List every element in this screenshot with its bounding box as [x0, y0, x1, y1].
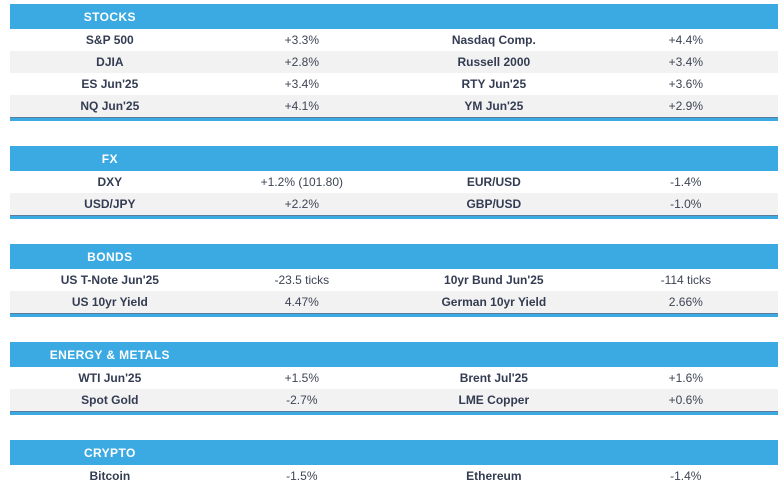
table-row: USD/JPY +2.2% GBP/USD -1.0% — [10, 193, 778, 215]
instrument-name: US 10yr Yield — [71, 295, 148, 309]
instrument-name: Russell 2000 — [457, 55, 531, 69]
instrument-name: S&P 500 — [85, 33, 134, 47]
table-row: Bitcoin -1.5% Ethereum -1.4% — [10, 465, 778, 486]
instrument-name: Ethereum — [466, 469, 522, 483]
section-underline — [10, 411, 778, 415]
instrument-name: Bitcoin — [89, 469, 131, 483]
market-section-fx: FX DXY +1.2% (101.80) EUR/USD -1.4% USD/… — [10, 146, 778, 219]
section-title: CRYPTO — [83, 445, 136, 460]
section-title: BONDS — [87, 249, 133, 264]
instrument-change: +2.8% — [284, 55, 319, 69]
section-header: CRYPTO — [10, 440, 778, 465]
market-section-crypto: CRYPTO Bitcoin -1.5% Ethereum -1.4% — [10, 440, 778, 486]
section-underline — [10, 117, 778, 121]
instrument-name: RTY Jun'25 — [461, 77, 527, 91]
instrument-change: -23.5 ticks — [274, 273, 330, 287]
instrument-name: YM Jun'25 — [464, 99, 524, 113]
market-section-bonds: BONDS US T-Note Jun'25 -23.5 ticks 10yr … — [10, 244, 778, 317]
instrument-change: -114 ticks — [660, 273, 712, 287]
section-header: STOCKS — [10, 4, 778, 29]
table-row: DJIA +2.8% Russell 2000 +3.4% — [10, 51, 778, 73]
instrument-change: +1.2% (101.80) — [260, 175, 344, 189]
instrument-name: ES Jun'25 — [81, 77, 139, 91]
market-summary-table: STOCKS S&P 500 +3.3% Nasdaq Comp. +4.4% … — [10, 4, 778, 486]
instrument-change: +1.5% — [284, 371, 319, 385]
instrument-name: Spot Gold — [81, 393, 139, 407]
instrument-name: WTI Jun'25 — [78, 371, 142, 385]
instrument-change: +0.6% — [668, 393, 703, 407]
instrument-name: GBP/USD — [466, 197, 522, 211]
instrument-name: USD/JPY — [84, 197, 136, 211]
instrument-name: Brent Jul'25 — [459, 371, 528, 385]
section-header: BONDS — [10, 244, 778, 269]
section-rows: S&P 500 +3.3% Nasdaq Comp. +4.4% DJIA +2… — [10, 29, 778, 117]
instrument-change: +4.1% — [284, 99, 319, 113]
instrument-name: EUR/USD — [466, 175, 521, 189]
section-underline — [10, 313, 778, 317]
section-rows: WTI Jun'25 +1.5% Brent Jul'25 +1.6% Spot… — [10, 367, 778, 411]
section-rows: US T-Note Jun'25 -23.5 ticks 10yr Bund J… — [10, 269, 778, 313]
instrument-change: +2.2% — [284, 197, 319, 211]
instrument-name: NQ Jun'25 — [80, 99, 140, 113]
instrument-change: +3.6% — [668, 77, 703, 91]
instrument-change: +2.9% — [668, 99, 703, 113]
instrument-name: LME Copper — [458, 393, 530, 407]
table-row: US 10yr Yield 4.47% German 10yr Yield 2.… — [10, 291, 778, 313]
instrument-change: 2.66% — [668, 295, 703, 309]
table-row: NQ Jun'25 +4.1% YM Jun'25 +2.9% — [10, 95, 778, 117]
section-underline — [10, 215, 778, 219]
instrument-name: Nasdaq Comp. — [451, 33, 536, 47]
market-section-energy-metals: ENERGY & METALS WTI Jun'25 +1.5% Brent J… — [10, 342, 778, 415]
table-row: WTI Jun'25 +1.5% Brent Jul'25 +1.6% — [10, 367, 778, 389]
table-row: ES Jun'25 +3.4% RTY Jun'25 +3.6% — [10, 73, 778, 95]
instrument-change: +4.4% — [668, 33, 703, 47]
section-header: ENERGY & METALS — [10, 342, 778, 367]
instrument-name: German 10yr Yield — [441, 295, 547, 309]
table-row: DXY +1.2% (101.80) EUR/USD -1.4% — [10, 171, 778, 193]
table-row: S&P 500 +3.3% Nasdaq Comp. +4.4% — [10, 29, 778, 51]
instrument-name: DJIA — [96, 55, 124, 69]
instrument-change: +1.6% — [668, 371, 703, 385]
instrument-change: -1.5% — [286, 469, 318, 483]
instrument-change: 4.47% — [284, 295, 319, 309]
instrument-change: +3.3% — [284, 33, 319, 47]
table-row: US T-Note Jun'25 -23.5 ticks 10yr Bund J… — [10, 269, 778, 291]
instrument-change: -2.7% — [286, 393, 318, 407]
section-title: FX — [101, 151, 118, 166]
section-rows: Bitcoin -1.5% Ethereum -1.4% — [10, 465, 778, 486]
instrument-change: +3.4% — [284, 77, 319, 91]
instrument-change: +3.4% — [668, 55, 703, 69]
instrument-name: DXY — [97, 175, 123, 189]
market-section-stocks: STOCKS S&P 500 +3.3% Nasdaq Comp. +4.4% … — [10, 4, 778, 121]
section-header: FX — [10, 146, 778, 171]
table-row: Spot Gold -2.7% LME Copper +0.6% — [10, 389, 778, 411]
instrument-name: 10yr Bund Jun'25 — [444, 273, 544, 287]
section-rows: DXY +1.2% (101.80) EUR/USD -1.4% USD/JPY… — [10, 171, 778, 215]
section-title: ENERGY & METALS — [49, 347, 170, 362]
instrument-change: -1.0% — [670, 197, 702, 211]
instrument-name: US T-Note Jun'25 — [60, 273, 159, 287]
instrument-change: -1.4% — [670, 469, 702, 483]
section-title: STOCKS — [83, 9, 136, 24]
instrument-change: -1.4% — [670, 175, 702, 189]
